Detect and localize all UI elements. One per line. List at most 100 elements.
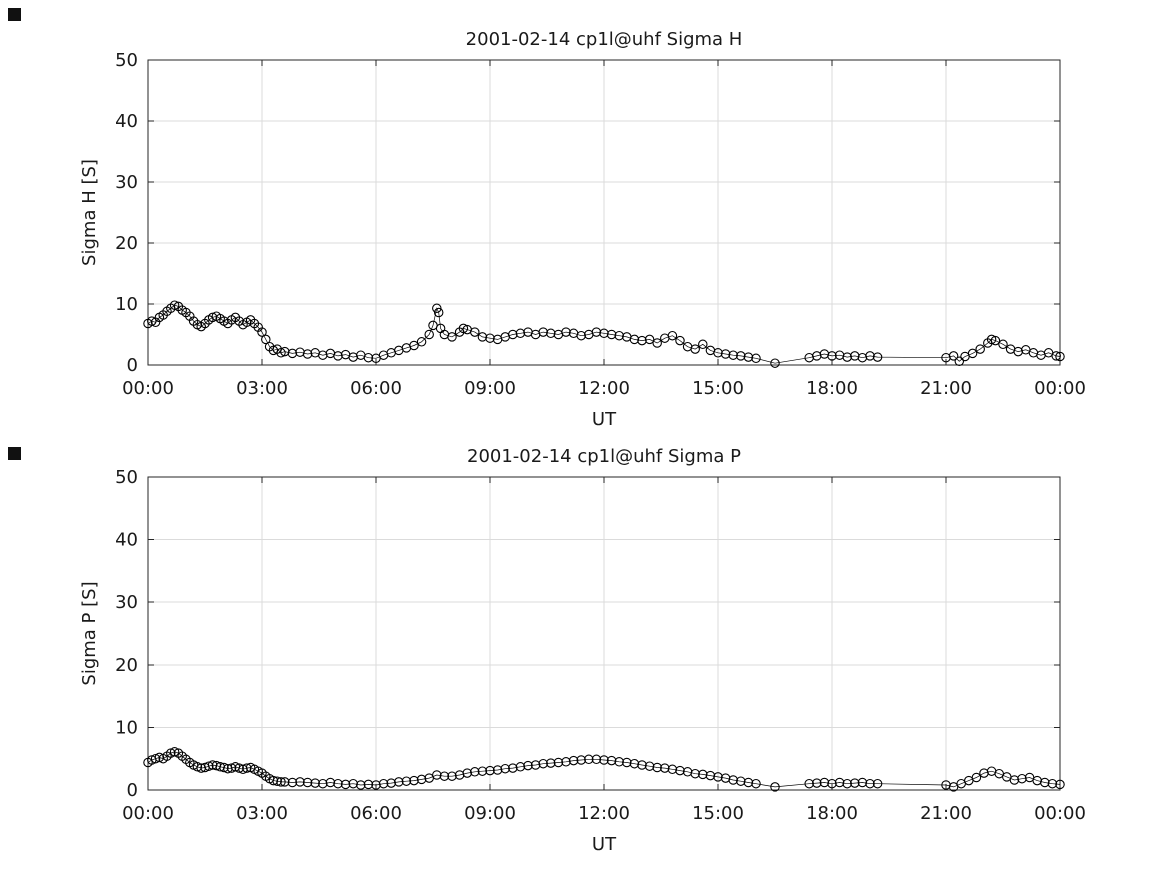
data-point-marker xyxy=(268,775,279,786)
data-point-marker xyxy=(872,778,883,789)
data-point-marker xyxy=(998,339,1008,350)
data-point-marker xyxy=(827,778,837,789)
data-point-marker xyxy=(1055,779,1065,790)
data-point-marker xyxy=(652,338,662,348)
data-point-marker xyxy=(743,777,754,788)
data-point-marker xyxy=(416,774,427,785)
data-point-marker xyxy=(409,340,419,351)
data-point-marker xyxy=(629,334,640,345)
data-point-marker xyxy=(234,763,244,773)
data-point-marker xyxy=(424,329,434,340)
data-point-marker xyxy=(561,327,571,337)
y-tick-label: 30 xyxy=(115,172,138,193)
data-point-marker xyxy=(432,770,442,780)
data-point-marker xyxy=(447,332,457,342)
data-point-marker xyxy=(1055,351,1065,362)
data-point-marker xyxy=(850,778,860,788)
y-tick-label: 10 xyxy=(115,294,138,315)
x-tick-label: 06:00 xyxy=(350,803,402,824)
data-point-marker xyxy=(675,335,685,346)
grid xyxy=(147,59,1061,366)
data-point-marker xyxy=(154,752,165,763)
x-tick-label: 18:00 xyxy=(806,378,858,399)
x-tick-label: 09:00 xyxy=(464,378,516,399)
data-point-marker xyxy=(546,758,556,768)
data-point-marker xyxy=(242,763,252,773)
series-markers xyxy=(143,747,1065,792)
y-tick-label: 10 xyxy=(115,717,138,738)
data-point-marker xyxy=(439,771,450,781)
data-point-marker xyxy=(637,335,647,346)
tick-marks xyxy=(147,59,1061,366)
x-axis-label: UT xyxy=(592,409,617,430)
x-tick-label: 06:00 xyxy=(350,378,402,399)
data-point-marker xyxy=(675,765,685,776)
data-point-marker xyxy=(819,777,830,788)
x-tick-labels: 00:00 03:00 06:00 09:00 12:00 15:00 18:00 21:00… xyxy=(122,378,1086,399)
data-point-marker xyxy=(614,757,624,767)
y-axis-label: Sigma H [S] xyxy=(79,159,100,266)
x-tick-label: 21:00 xyxy=(920,803,972,824)
data-point-marker xyxy=(652,762,662,773)
data-point-marker xyxy=(872,352,883,362)
data-point-marker xyxy=(538,327,548,337)
data-point-marker xyxy=(990,335,1001,346)
data-point-marker xyxy=(287,348,298,359)
data-point-marker xyxy=(576,330,586,341)
y-tick-label: 0 xyxy=(127,780,138,801)
data-point-marker xyxy=(523,760,533,771)
data-point-marker xyxy=(690,344,700,354)
data-point-marker xyxy=(394,777,404,787)
data-point-marker xyxy=(276,777,286,787)
data-point-marker xyxy=(409,775,419,786)
data-point-marker xyxy=(705,770,716,781)
data-point-marker xyxy=(340,779,351,790)
data-point-marker xyxy=(432,303,442,314)
data-point-marker xyxy=(295,777,305,787)
data-point-marker xyxy=(827,351,837,361)
data-point-marker xyxy=(378,778,389,789)
data-point-marker xyxy=(207,312,218,323)
data-point-marker xyxy=(272,776,282,786)
data-point-marker xyxy=(485,333,495,343)
data-point-marker xyxy=(591,327,602,337)
x-tick-label: 09:00 xyxy=(464,803,516,824)
data-point-marker xyxy=(333,778,343,789)
y-tick-label: 40 xyxy=(115,111,138,132)
data-point-marker xyxy=(591,754,602,765)
data-point-marker xyxy=(166,748,176,758)
data-point-marker xyxy=(363,779,374,790)
data-point-marker xyxy=(226,763,237,773)
data-point-marker xyxy=(713,348,723,358)
data-point-marker xyxy=(690,768,700,779)
data-point-marker xyxy=(606,755,617,766)
x-tick-label: 00:00 xyxy=(1034,803,1086,824)
data-point-marker xyxy=(386,778,396,788)
data-point-marker xyxy=(169,747,180,757)
y-tick-label: 20 xyxy=(115,233,138,254)
y-tick-label: 30 xyxy=(115,592,138,613)
data-point-marker xyxy=(728,775,738,785)
y-tick-labels: 0 10 20 30 40 50 xyxy=(115,467,138,801)
data-point-marker xyxy=(614,330,624,341)
data-point-marker xyxy=(515,762,526,772)
data-point-marker xyxy=(728,350,738,360)
data-point-marker xyxy=(530,760,541,770)
data-point-marker xyxy=(599,755,609,765)
data-point-marker xyxy=(751,778,761,789)
data-point-marker xyxy=(470,767,480,777)
data-point-marker xyxy=(310,778,320,788)
data-point-marker xyxy=(975,344,985,354)
data-point-marker xyxy=(169,300,180,310)
data-point-marker xyxy=(812,778,822,788)
x-tick-labels: 00:00 03:00 06:00 09:00 12:00 15:00 18:00 21:00… xyxy=(122,803,1086,824)
data-point-marker xyxy=(492,765,503,775)
sigma-h-plot: 2001-02-14 cp1l@uhf Sigma H 00:00 03:00 06:… xyxy=(79,29,1086,430)
data-point-marker xyxy=(1009,775,1020,785)
data-point-marker xyxy=(736,776,746,786)
data-point-marker xyxy=(986,334,997,345)
data-point-marker xyxy=(500,763,510,774)
data-point-marker xyxy=(416,337,427,347)
data-point-marker xyxy=(348,778,358,789)
